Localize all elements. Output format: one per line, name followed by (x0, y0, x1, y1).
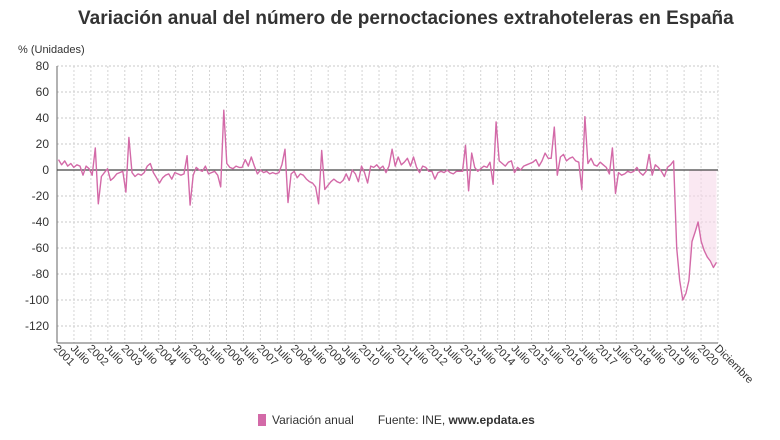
series-line-variacion-anual (57, 109, 718, 301)
legend-series-label: Variación anual (272, 413, 354, 427)
y-tick-label: -60 (32, 241, 50, 255)
x-tick-label: Diciembre (712, 343, 755, 386)
y-tick-label: 40 (36, 111, 50, 125)
source-note: Fuente: INE, www.epdata.es (378, 413, 535, 427)
y-axis-unit-label: % (Unidades) (18, 44, 85, 56)
y-tick-label: -100 (25, 293, 49, 307)
legend-swatch (258, 414, 266, 426)
y-tick-label: 60 (36, 85, 50, 99)
source-prefix: Fuente: INE, (377, 413, 449, 427)
y-tick-label: 0 (42, 163, 49, 177)
shaded-area (688, 170, 717, 281)
y-tick-label: -120 (25, 319, 49, 333)
legend: Variación anual Fuente: INE, www.epdata.… (258, 413, 535, 427)
source-site: www.epdata.es (448, 413, 535, 427)
y-tick-label: 80 (36, 59, 50, 73)
axes (56, 66, 718, 344)
y-tick-labels: 80 60 40 20 0 -20 -40 -60 -80 -100 -120 (25, 59, 49, 333)
x-tick-labels: 2001Julio2002Julio2003Julio2004Julio2005… (51, 343, 755, 386)
grid (56, 65, 719, 343)
series-line-group (57, 109, 718, 301)
y-tick-label: -40 (32, 215, 50, 229)
chart-title: Variación anual del número de pernoctaci… (78, 8, 734, 29)
y-tick-label: -80 (32, 267, 50, 281)
y-tick-label: 20 (36, 137, 50, 151)
y-tick-label: -20 (32, 189, 50, 203)
recent-period-shade (688, 170, 717, 281)
